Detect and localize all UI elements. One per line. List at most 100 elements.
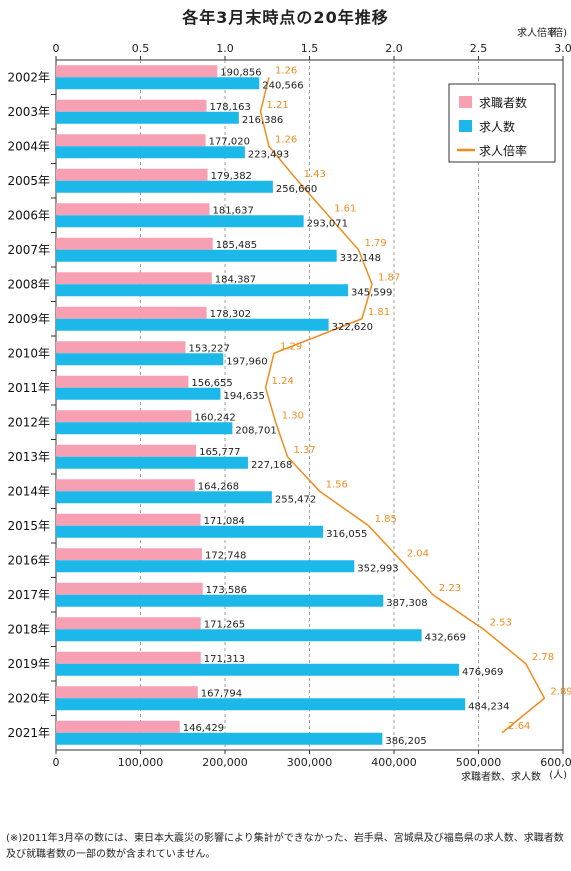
value-label-seekers: 181,637: [212, 205, 253, 216]
year-label: 2011年: [7, 381, 50, 395]
value-label-openings: 387,308: [386, 598, 427, 609]
ratio-line: [259, 77, 546, 734]
value-label-seekers: 179,382: [211, 171, 252, 182]
top-axis-unit: (倍): [549, 26, 567, 39]
year-label: 2005年: [7, 174, 50, 188]
ratio-label: 1.26: [275, 134, 297, 145]
value-label-seekers: 190,856: [220, 67, 261, 78]
year-label: 2004年: [7, 139, 50, 153]
value-label-seekers: 171,313: [204, 654, 245, 665]
top-tick-label: 3.0: [554, 42, 571, 55]
value-label-seekers: 178,163: [210, 102, 251, 113]
bottom-axis-unit: (人): [549, 769, 567, 781]
bar-seekers: [56, 341, 186, 354]
ratio-label: 2.53: [490, 617, 512, 628]
value-label-seekers: 160,242: [194, 412, 235, 423]
bar-openings: [56, 560, 355, 573]
year-label: 2013年: [7, 450, 50, 464]
value-label-seekers: 171,084: [204, 516, 245, 527]
legend-label: 求人数: [479, 119, 515, 134]
ratio-label: 1.26: [275, 65, 297, 76]
bar-seekers: [56, 306, 207, 319]
bottom-tick-label: 0: [53, 756, 60, 769]
bar-openings: [56, 318, 329, 331]
value-label-seekers: 177,020: [209, 136, 250, 147]
year-label: 2015年: [7, 519, 50, 533]
ratio-line-layer: [259, 77, 546, 734]
legend-swatch: [459, 96, 472, 108]
ratio-label: 1.21: [266, 100, 288, 111]
grid: [55, 59, 564, 751]
bar-openings: [56, 456, 248, 469]
bar-openings: [56, 629, 422, 642]
top-axis-label: 求人倍率: [517, 26, 557, 39]
bars: [56, 65, 466, 745]
bar-openings: [56, 180, 273, 193]
bar-seekers: [56, 168, 208, 181]
value-label-openings: 223,493: [248, 149, 289, 160]
ratio-label: 1.56: [326, 479, 348, 490]
bar-seekers: [56, 410, 192, 423]
ratio-label: 1.79: [365, 238, 387, 249]
year-label: 2021年: [7, 726, 50, 740]
bottom-axis-label: 求職者数、求人数: [461, 770, 541, 783]
bar-openings: [56, 284, 349, 297]
bar-seekers: [56, 203, 210, 216]
year-label: 2007年: [7, 243, 50, 257]
year-label: 2008年: [7, 277, 50, 291]
bar-openings: [56, 353, 224, 366]
bottom-tick-label: 200,000: [202, 756, 248, 769]
value-label-openings: 208,701: [235, 425, 276, 436]
ratio-label: 1.37: [294, 445, 316, 456]
ratio-label: 1.85: [375, 514, 397, 525]
bottom-tick-label: 300,000: [287, 756, 333, 769]
value-label-openings: 386,205: [385, 736, 426, 747]
value-label-openings: 316,055: [326, 529, 367, 540]
bar-openings: [56, 732, 383, 745]
value-label-openings: 240,566: [262, 80, 303, 91]
value-label-openings: 197,960: [226, 356, 267, 367]
top-tick-label: 0: [53, 42, 60, 55]
year-label: 2012年: [7, 415, 50, 429]
bar-openings: [56, 698, 466, 711]
value-label-openings: 216,386: [242, 115, 283, 126]
footnote: (※)2011年3月卒の数には、東日本大震災の影響により集計ができなかった、岩手…: [6, 833, 564, 860]
bar-seekers: [56, 479, 195, 492]
year-label: 2010年: [7, 346, 50, 360]
top-tick-label: 0.5: [132, 42, 150, 55]
value-label-openings: 194,635: [223, 391, 264, 402]
bar-seekers: [56, 582, 203, 595]
bar-seekers: [56, 651, 201, 664]
bar-seekers: [56, 375, 189, 388]
ratio-label: 2.04: [407, 548, 429, 559]
top-tick-label: 1.0: [216, 42, 234, 55]
bar-openings: [56, 594, 384, 607]
value-label-seekers: 156,655: [191, 378, 232, 389]
value-label-openings: 345,599: [351, 287, 392, 298]
value-label-seekers: 146,429: [183, 723, 224, 734]
bar-openings: [56, 422, 233, 435]
ratio-label: 1.81: [368, 307, 390, 318]
bar-seekers: [56, 617, 201, 630]
year-label: 2018年: [7, 622, 50, 636]
bar-openings: [56, 215, 304, 228]
value-label-openings: 432,669: [425, 632, 466, 643]
ratio-label: 2.23: [439, 583, 461, 594]
value-label-seekers: 171,265: [204, 619, 245, 630]
value-label-openings: 332,148: [340, 253, 381, 264]
bar-seekers: [56, 720, 180, 733]
legend-swatch: [459, 120, 472, 132]
ratio-label: 2.89: [550, 686, 571, 697]
ratio-label: 1.87: [378, 272, 400, 283]
year-label: 2019年: [7, 657, 50, 671]
value-label-openings: 484,234: [468, 701, 509, 712]
bar-openings: [56, 387, 221, 400]
year-label: 2002年: [7, 70, 50, 84]
bar-seekers: [56, 65, 218, 78]
bar-seekers: [56, 444, 197, 457]
bar-seekers: [56, 237, 213, 250]
bar-seekers: [56, 513, 201, 526]
value-label-openings: 293,071: [307, 218, 348, 229]
